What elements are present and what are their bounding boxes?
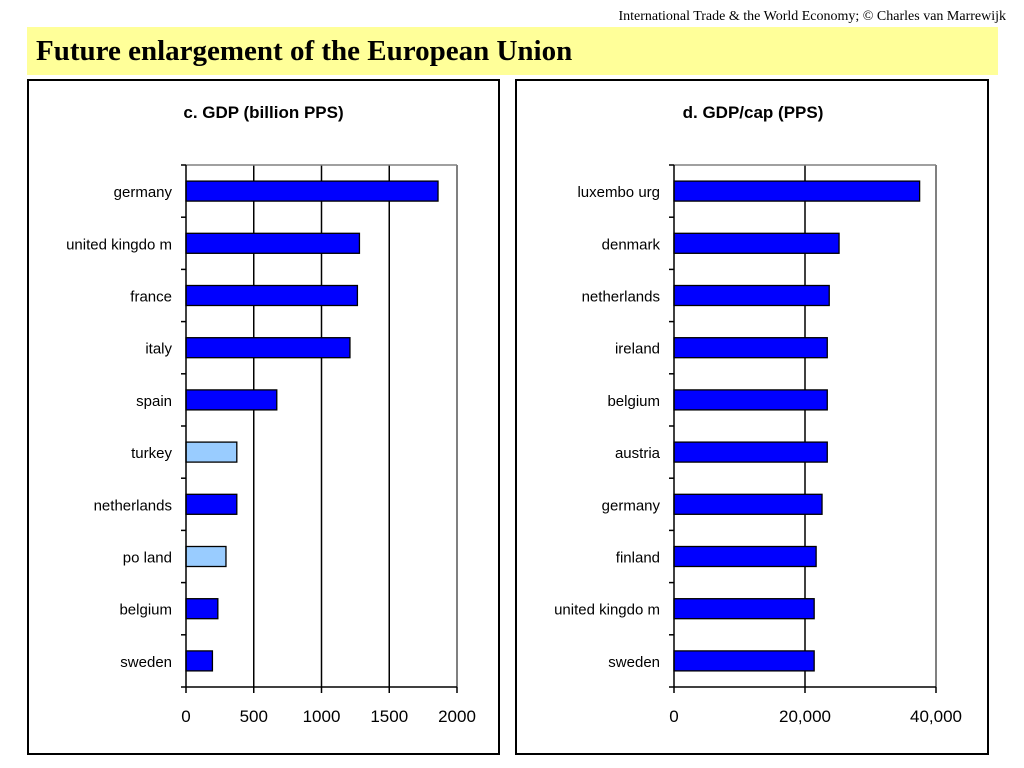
category-label: austria [615,445,661,462]
bar-turkey [185,441,238,463]
category-label: sweden [608,654,660,671]
category-label: germany [114,184,173,201]
title-banner: Future enlargement of the European Union [27,27,998,75]
category-label: po land [123,550,172,567]
category-label: belgium [607,393,660,410]
x-tick-label: 20,000 [779,707,831,726]
category-label: france [130,289,172,306]
bar-po-land [185,545,227,568]
bar-denmark [673,232,840,254]
bar-netherlands [185,493,238,515]
category-label: germany [602,497,661,514]
bar-austria [673,441,828,463]
gdp-per-capita-bar-chart: d. GDP/cap (PPS) luxembo urg denmark nether… [554,103,962,726]
chart-panel-gdp: c. GDP (billion PPS) germany united kingdo… [27,79,500,755]
bar-germany [185,180,439,202]
category-label: netherlands [94,497,172,514]
category-label: spain [136,393,172,410]
x-tick-label: 2000 [438,707,476,726]
bar-sweden [185,650,214,672]
category-label: finland [616,550,660,567]
gdp-bar-chart: c. GDP (billion PPS) germany united kingdo… [66,103,476,726]
bar-united-kingdo-m [185,232,361,254]
bar-luxembo-urg [673,180,921,202]
chart-panel-gdp-per-capita: d. GDP/cap (PPS) luxembo urg denmark nether… [515,79,989,755]
bar-united-kingdo-m [673,598,815,620]
category-label: denmark [602,236,661,253]
bar-belgium [673,389,828,411]
category-label: italy [145,341,172,358]
category-label: netherlands [582,289,660,306]
category-label: ireland [615,341,660,358]
chart-title: d. GDP/cap (PPS) [683,103,824,122]
x-tick-label: 40,000 [910,707,962,726]
bar-netherlands [673,284,830,307]
x-tick-label: 1000 [303,707,341,726]
bar-sweden [673,650,815,672]
x-tick-label: 0 [669,707,678,726]
bar-finland [673,545,817,568]
bar-ireland [673,337,828,359]
x-tick-label: 1500 [370,707,408,726]
category-label: united kingdo m [66,236,172,253]
slide-title: Future enlargement of the European Union [36,35,573,67]
bar-france [185,284,359,307]
category-label: luxembo urg [577,184,660,201]
chart-title: c. GDP (billion PPS) [183,103,343,122]
category-label: united kingdo m [554,602,660,619]
bar-italy [185,337,351,359]
x-tick-label: 0 [181,707,190,726]
category-label: belgium [119,602,172,619]
copyright-credit: International Trade & the World Economy;… [618,9,1006,24]
x-tick-label: 500 [240,707,268,726]
category-label: turkey [131,445,172,462]
bar-germany [673,493,823,515]
category-label: sweden [120,654,172,671]
bar-spain [185,389,278,411]
bar-belgium [185,598,219,620]
